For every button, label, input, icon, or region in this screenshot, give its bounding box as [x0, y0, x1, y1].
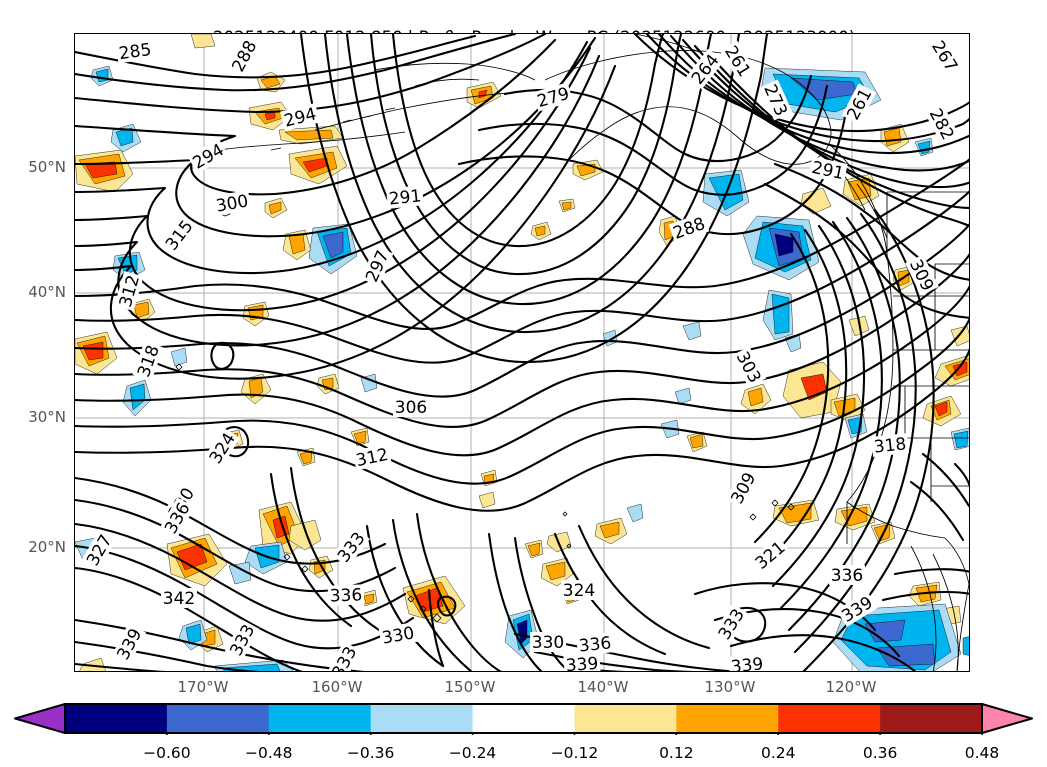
- contour-label: 336: [829, 565, 865, 586]
- contour-label: 339: [728, 653, 766, 672]
- colorbar-outline: [64, 703, 983, 734]
- contour-lines: [75, 34, 969, 671]
- colorbar-segment: [268, 704, 372, 733]
- contour-label: 333: [326, 641, 361, 671]
- contour-label: 333: [712, 603, 750, 645]
- contour-label-text: 306: [395, 398, 427, 418]
- longitude-tick-120w: 120°W: [825, 678, 877, 696]
- colorbar-tick-label: −0.24: [448, 744, 497, 762]
- contour-label: 267: [926, 35, 964, 77]
- contour-label-text: 318: [873, 434, 907, 457]
- colorbar[interactable]: [13, 702, 1034, 735]
- contour-label-text: 336: [578, 633, 612, 656]
- colorbar-extend-under: [14, 703, 66, 734]
- contour-label-text: 264: [688, 51, 724, 89]
- contour-label: 279: [532, 82, 574, 112]
- colorbar-segment: [166, 704, 270, 733]
- contour-label: 336: [327, 584, 365, 607]
- latitude-tick-40: 40°N: [28, 283, 66, 301]
- contour-label-text: 291: [388, 186, 422, 209]
- contour-label: 312: [352, 443, 392, 471]
- contour-label-text: 330: [380, 623, 415, 648]
- colorbar-svg: [14, 703, 1033, 735]
- contour-label-text: 339: [730, 654, 764, 672]
- colorbar-segment: [574, 704, 677, 733]
- colorbar-tick-label: 0.48: [964, 744, 1000, 762]
- contour-label: 261: [719, 40, 757, 82]
- contour-label-text: 279: [535, 84, 572, 112]
- colorbar-tick-label: −0.48: [245, 744, 293, 762]
- colorbar-segment: [370, 704, 474, 733]
- contour-label-text: 285: [118, 40, 153, 64]
- map-plot-area[interactable]: 285 288 279 261 264 273 267 282 261 294 294 291 300 2…: [74, 33, 970, 672]
- colorbar-tick-label: −0.12: [550, 744, 599, 762]
- contour-label-text: 339: [565, 654, 599, 672]
- longitude-tick-160w: 160°W: [311, 678, 363, 696]
- colorbar-tick-label: 0.36: [862, 744, 898, 762]
- latitude-tick-30: 30°N: [28, 408, 66, 426]
- contour-label: 291: [386, 185, 424, 210]
- colorbar-segment: [676, 704, 779, 733]
- contour-label: 324: [203, 427, 241, 469]
- contour-label: 318: [871, 433, 909, 458]
- longitude-tick-130w: 130°W: [704, 678, 756, 696]
- colorbar-tick-label: −0.36: [346, 744, 395, 762]
- contour-label-text: 342: [163, 589, 195, 609]
- latitude-tick-50: 50°N: [28, 158, 66, 176]
- colorbar-tick-marks: [166, 733, 983, 735]
- colorbar-extend-over: [981, 703, 1033, 734]
- contour-label-text: 336: [831, 566, 863, 586]
- contour-label-text: 315: [162, 217, 198, 255]
- contour-label: 339: [111, 623, 146, 665]
- colorbar-tick-label: 0.12: [659, 744, 694, 762]
- contour-label: 342: [161, 588, 197, 609]
- contour-label: 288: [226, 35, 261, 77]
- colorbar-segment: [65, 704, 168, 733]
- contour-label: 324: [561, 580, 597, 601]
- contour-label-text: 336: [329, 585, 362, 606]
- contour-label: 306: [393, 397, 429, 418]
- coastlines: [175, 34, 969, 671]
- contour-label: 285: [115, 38, 155, 64]
- contour-label: 339: [563, 652, 601, 672]
- contour-label-text: 330: [532, 633, 564, 653]
- longitude-tick-150w: 150°W: [444, 678, 496, 696]
- contour-label-text: 324: [563, 581, 595, 601]
- colorbar-segments: [14, 703, 1033, 734]
- contour-label: 321: [749, 535, 791, 575]
- contour-label: 336: [576, 632, 614, 657]
- longitude-tick-140w: 140°W: [577, 678, 629, 696]
- longitude-tick-170w: 170°W: [177, 678, 229, 696]
- contour-label: 330: [378, 622, 418, 649]
- contour-label: 300: [212, 190, 252, 217]
- contour-label: 318: [132, 340, 164, 382]
- contour-label-text: 312: [354, 445, 390, 471]
- colorbar-segment: [880, 704, 983, 733]
- contour-label: 294: [187, 138, 229, 174]
- colorbar-segment: [472, 704, 575, 733]
- latitude-tick-20: 20°N: [28, 538, 66, 556]
- contour-label: 330: [530, 632, 566, 653]
- contour-label-text: 300: [214, 191, 249, 216]
- colorbar-tick-label: −0.60: [143, 744, 191, 762]
- colorbar-tick-label: 0.24: [760, 744, 796, 762]
- colorbar-segment: [778, 704, 881, 733]
